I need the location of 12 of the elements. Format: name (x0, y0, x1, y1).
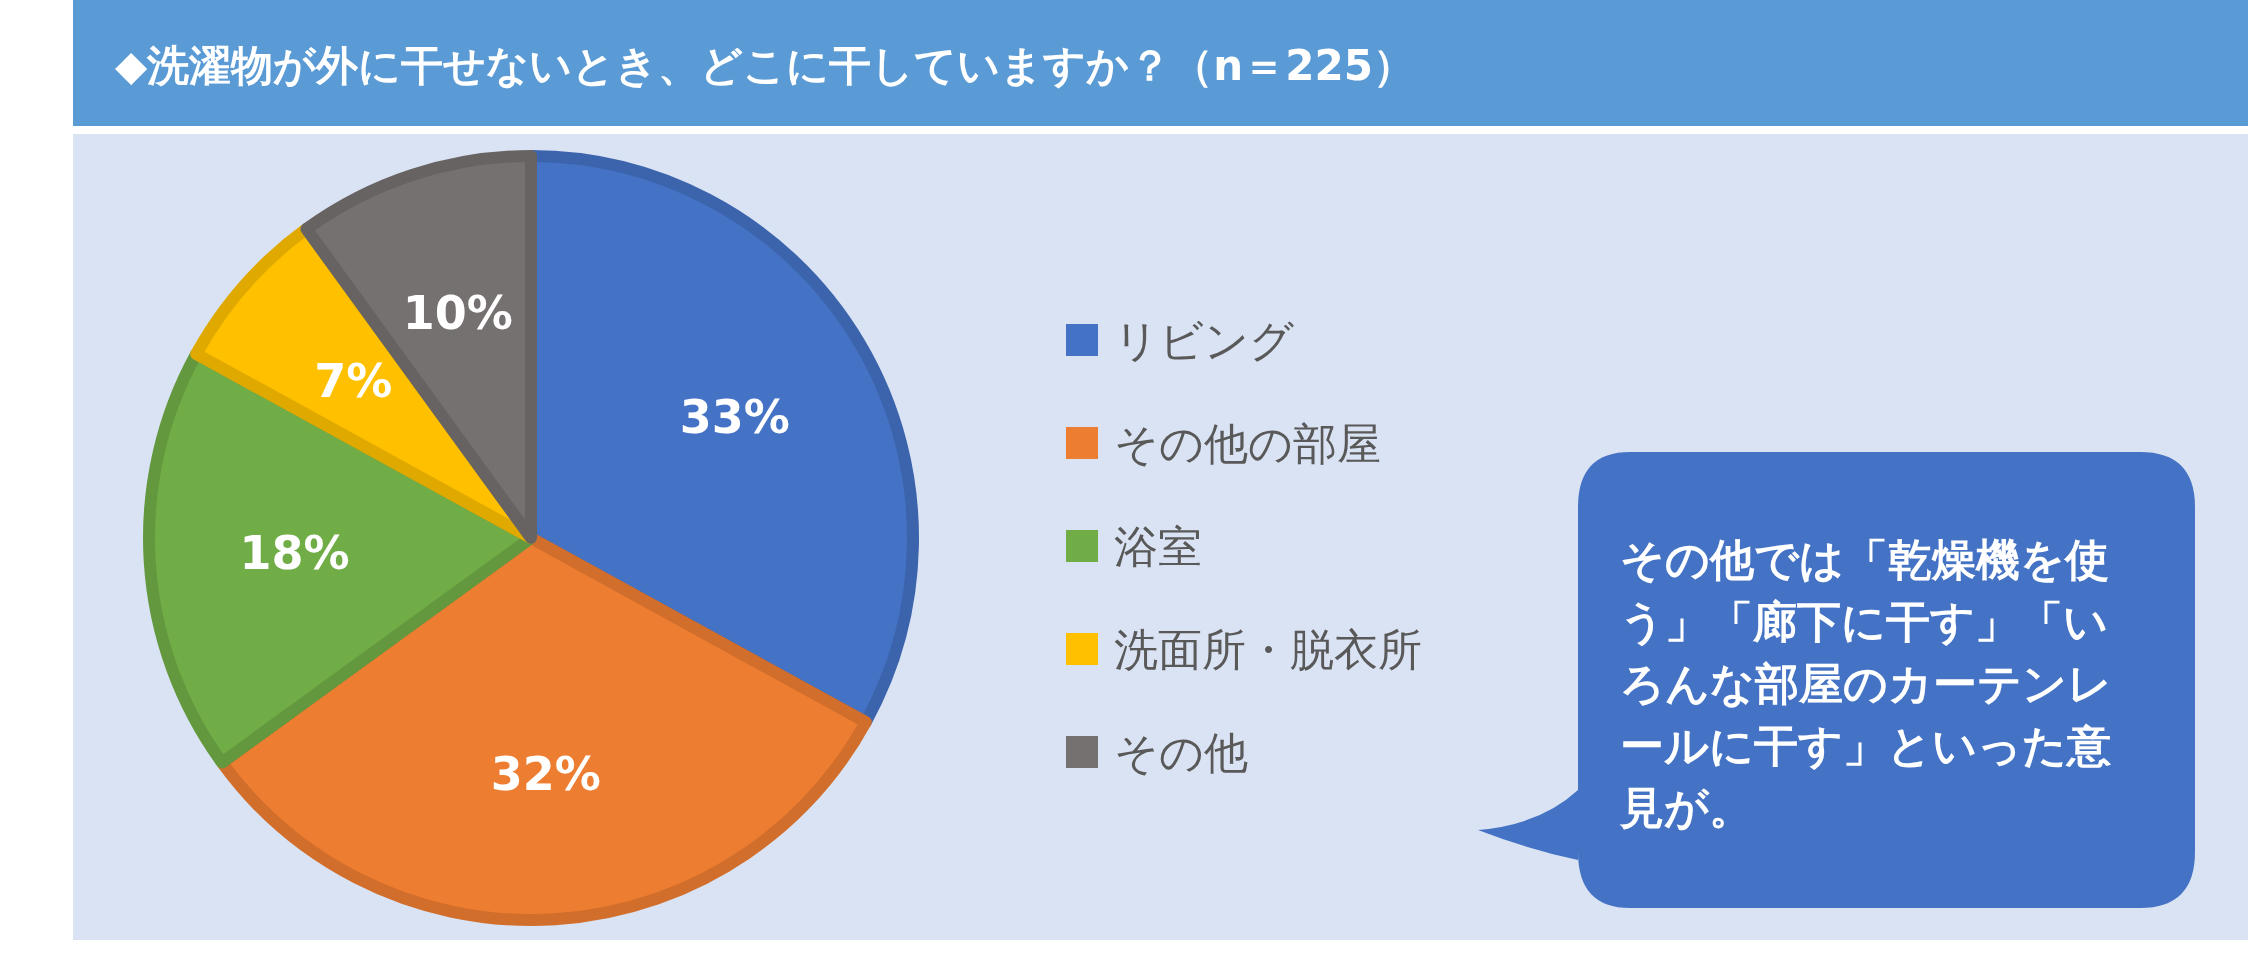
legend-label: リビング (1114, 315, 1294, 366)
data-label: 7% (314, 354, 393, 409)
legend-label: その他の部屋 (1114, 418, 1381, 469)
legend-label: 洗面所・脱衣所 (1114, 624, 1422, 675)
legend-label: その他 (1114, 727, 1248, 778)
legend-label: 浴室 (1114, 521, 1202, 572)
data-label: 32% (490, 747, 601, 802)
chart-title: ◆洗濯物が外に干せないとき、どこに干していますか？（n＝225） (115, 41, 1415, 90)
data-label: 10% (402, 285, 513, 340)
data-label: 18% (239, 525, 350, 580)
data-label: 33% (679, 390, 790, 445)
text: その他では「乾燥機を使う」「廊下に干す」「いろんな部屋のカーテンレールに干す」といった意見が。 (1619, 534, 2112, 833)
